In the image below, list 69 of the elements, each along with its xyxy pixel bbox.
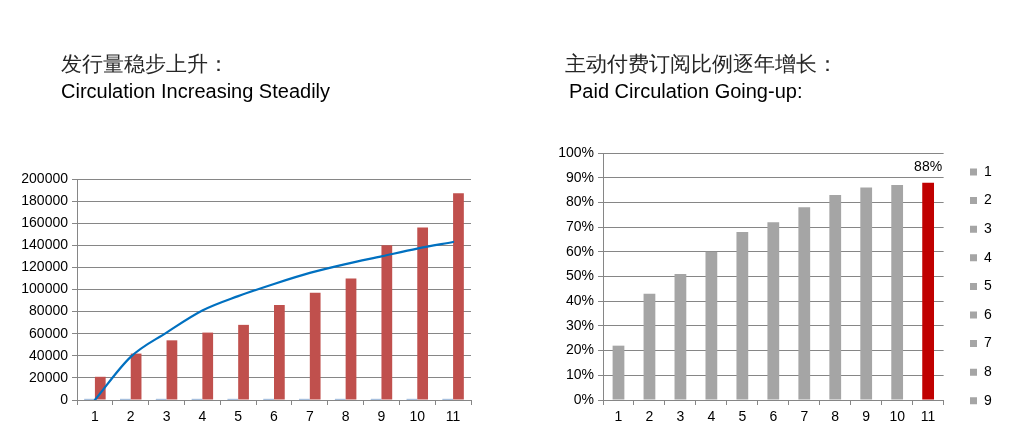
y-tick-label: 0 (60, 390, 69, 407)
x-tick-label: 4 (198, 408, 207, 425)
legend-label: 6 (984, 305, 992, 322)
y-tick-label: 30% (565, 316, 594, 333)
x-tick-label: 6 (270, 408, 279, 425)
bar (202, 332, 214, 400)
chart-subtitle: Circulation Increasing Steadily (61, 80, 331, 102)
y-tick-label: 100% (558, 143, 594, 160)
y-tick-label: 80% (565, 193, 594, 210)
x-tick-label: 1 (91, 408, 100, 425)
x-tick-label: 7 (305, 408, 314, 425)
y-tick-label: 90% (565, 168, 594, 185)
x-tick-label: 10 (409, 408, 426, 425)
x-tick-label: 5 (234, 408, 243, 425)
legend-label: 9 (984, 391, 992, 408)
bar (417, 227, 429, 400)
y-tick-label: 200000 (21, 169, 69, 186)
bar (453, 193, 464, 400)
y-tick-label: 60000 (29, 324, 69, 341)
x-tick-label: 11 (445, 408, 461, 425)
x-tick-label: 10 (889, 408, 906, 425)
y-tick-label: 40% (565, 292, 594, 309)
y-tick-label: 20% (565, 341, 594, 358)
chart-title: 发行量稳步上升： (61, 52, 229, 75)
bar (238, 324, 249, 400)
bar (381, 245, 393, 400)
y-tick-label: 120000 (21, 258, 69, 275)
chart-subtitle: Paid Circulation Going-up: (569, 80, 803, 102)
bar (274, 304, 285, 400)
legend-label: 7 (984, 334, 992, 351)
y-tick-label: 50% (565, 267, 594, 284)
x-tick-label: 11 (920, 408, 936, 425)
x-tick-label: 7 (800, 408, 809, 425)
y-tick-label: 0% (573, 390, 594, 407)
x-tick-label: 3 (676, 408, 685, 425)
x-tick-label: 8 (341, 408, 350, 425)
bar (130, 353, 142, 400)
y-tick-label: 80000 (29, 302, 69, 319)
legend-label: 1 (984, 162, 992, 179)
legend-label: 4 (984, 248, 992, 265)
legend-label: 5 (984, 277, 992, 294)
y-tick-label: 100000 (21, 280, 69, 297)
bar (166, 340, 178, 400)
legend-label: 3 (984, 220, 992, 237)
line-series (93, 240, 455, 400)
y-tick-label: 160000 (21, 214, 69, 231)
x-tick-label: 1 (614, 408, 623, 425)
data-label: 88% (914, 158, 943, 175)
x-tick-label: 5 (738, 408, 747, 425)
y-tick-label: 140000 (21, 236, 69, 253)
y-tick-label: 40000 (29, 346, 69, 363)
y-tick-label: 70% (565, 217, 594, 234)
x-tick-label: 6 (769, 408, 778, 425)
x-tick-label: 3 (162, 408, 171, 425)
bar (309, 292, 321, 400)
x-tick-label: 2 (645, 408, 654, 425)
legend-label: 8 (984, 363, 992, 380)
y-tick-label: 60% (565, 242, 594, 259)
bar (345, 278, 357, 400)
y-tick-label: 10% (565, 366, 594, 383)
y-tick-label: 20000 (29, 368, 69, 385)
chart-title: 主动付费订阅比例逐年增长： (565, 52, 838, 75)
x-tick-label: 9 (377, 408, 386, 425)
x-tick-label: 8 (831, 408, 840, 425)
x-tick-label: 4 (707, 408, 716, 425)
legend-label: 2 (984, 191, 992, 208)
y-tick-label: 180000 (21, 191, 69, 208)
x-tick-label: 9 (862, 408, 871, 425)
x-tick-label: 2 (126, 408, 135, 425)
